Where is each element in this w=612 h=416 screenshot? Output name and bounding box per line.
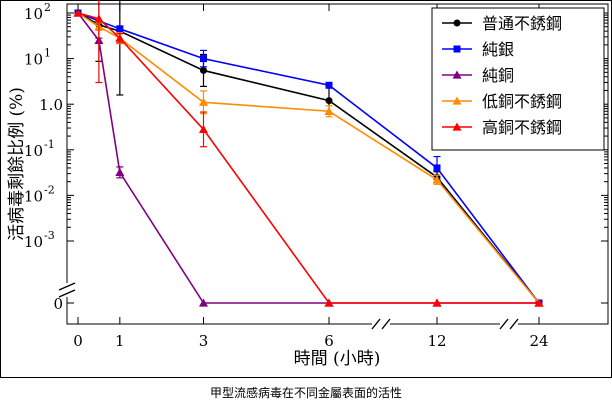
x-tick-label: 3 [199,332,209,350]
y-axis-label: 活病毒剩餘比例 (%) [7,87,27,241]
legend-label: 高銅不銹鋼 [482,118,562,137]
legend-swatch-marker [452,70,462,79]
series-line [77,12,540,304]
data-point [432,175,442,184]
data-point [200,55,207,63]
y-break-gap [59,283,75,297]
data-point [324,106,334,115]
data-point [200,66,207,74]
y-tick-exponent: -1 [44,138,55,151]
data-point [432,298,442,307]
data-point [116,25,124,33]
y-tick-label: 10 [24,5,43,23]
x-break-mark [499,318,509,330]
data-point [115,33,125,42]
data-point [199,97,208,106]
y-tick-label: 1.0 [39,96,63,114]
y-tick-exponent: 1 [44,47,51,60]
data-point [325,81,333,89]
y-tick-label: 10 [24,51,43,69]
x-axis-label: 時間 (小時) [294,349,381,369]
y-break-mark [58,282,76,291]
data-point [534,298,544,307]
data-point [324,298,334,307]
data-point [325,97,333,105]
y-tick-exponent: 2 [44,1,51,14]
legend-label: 純銅 [482,66,514,85]
x-tick-label: 6 [324,332,334,350]
x-tick-label: 1 [115,332,125,350]
x-tick-label: 0 [73,332,83,350]
data-point [73,8,83,17]
legend-item: 純銀 [442,40,514,59]
figure-caption: 甲型流感病毒在不同金屬表面的活性 [209,386,402,400]
y-break-mark [58,289,76,298]
legend-label: 純銀 [482,40,514,59]
y-tick-label: 10 [24,187,43,205]
chart: 10 210 11.010-110-210 -300 1 3 6 12 24 時間 (小時) 活… [7,0,609,369]
legend-swatch-marker [452,122,462,131]
y-tick-label: 10 [24,233,43,251]
legend-label: 普通不銹鋼 [482,14,562,33]
x-break-gap [372,320,390,328]
series-4 [73,0,544,307]
x-break-mark [371,318,381,330]
legend-swatch-marker [453,19,461,27]
legend-swatch-marker [452,96,462,105]
legend-item: 低銅不銹鋼 [442,92,562,111]
x-tick-label: 12 [427,332,446,350]
x-break-gap [500,320,518,328]
data-point [199,298,208,307]
x-break-mark [381,318,391,330]
data-point [433,164,441,172]
legend-item: 高銅不銹鋼 [442,118,562,137]
y-tick-exponent: -3 [44,229,55,242]
legend-item: 普通不銹鋼 [442,14,562,33]
y-tick-label: 10 [24,142,43,160]
legend-item: 純銅 [442,66,514,85]
y-tick-exponent: -2 [44,183,55,196]
data-point [199,124,208,134]
data-point [94,14,104,23]
y-tick-label: 0 [53,295,63,313]
legend-label: 低銅不銹鋼 [482,92,562,111]
legend-swatch-marker [453,45,461,53]
x-break-mark [509,318,519,330]
x-tick-label: 24 [529,332,548,350]
data-point [115,167,125,176]
